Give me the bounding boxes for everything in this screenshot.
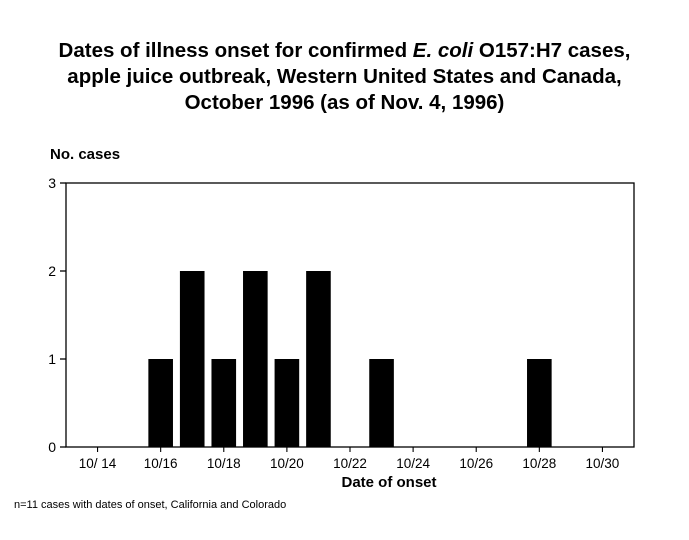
bar-10-23 [369, 359, 394, 447]
bar-10-16 [148, 359, 173, 447]
x-tick-label-26: 10/26 [459, 456, 493, 471]
y-tick-label-3: 3 [48, 175, 56, 191]
x-tick-label-20: 10/20 [270, 456, 304, 471]
x-tick-label-30: 10/30 [586, 456, 620, 471]
title-line-1: Dates of illness onset for confirmed E. … [58, 39, 631, 62]
x-tick-label-28: 10/28 [522, 456, 556, 471]
bar-10-19 [243, 271, 268, 447]
x-tick-label-14: 10/ 14 [79, 456, 117, 471]
y-tick-label-0: 0 [48, 439, 56, 455]
title-line-3: October 1996 (as of Nov. 4, 1996) [184, 91, 505, 114]
y-tick-label-2: 2 [48, 263, 56, 279]
bar-10-21 [306, 271, 331, 447]
y-tick-label-1: 1 [48, 351, 56, 367]
y-axis-label: No. cases [50, 146, 121, 163]
x-tick-label-16: 10/16 [144, 456, 178, 471]
bar-10-18 [211, 359, 237, 447]
x-tick-label-18: 10/18 [207, 456, 241, 471]
x-tick-label-24: 10/24 [396, 456, 430, 471]
title-line-2: apple juice outbreak, Western United Sta… [67, 65, 622, 88]
bar-10-28 [527, 359, 552, 447]
x-tick-label-22: 10/22 [333, 456, 367, 471]
bar-10-20 [274, 359, 300, 447]
bar-10-17 [179, 271, 205, 447]
footnote: n=11 cases with dates of onset, Californ… [14, 499, 287, 511]
chart-title: Dates of illness onset for confirmed E. … [0, 38, 689, 116]
x-axis-label: Date of onset [341, 474, 437, 491]
